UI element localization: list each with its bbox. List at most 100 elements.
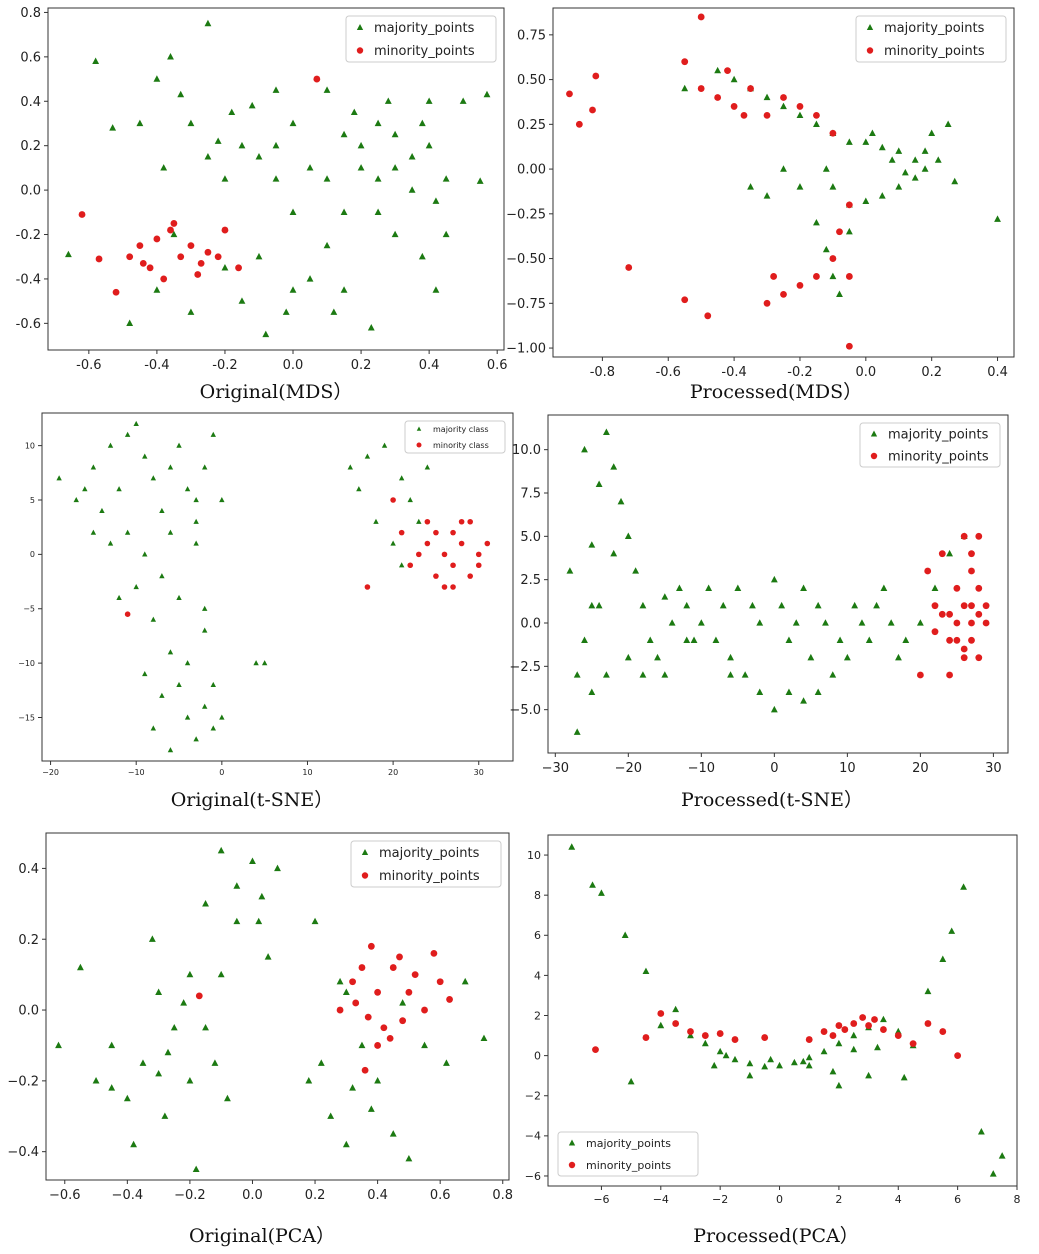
y-tick-label: 0	[534, 1049, 541, 1062]
majority-point	[381, 442, 388, 448]
majority-point	[153, 75, 161, 82]
majority-point	[133, 420, 139, 426]
minority-point	[436, 978, 444, 986]
minority-point	[954, 1052, 962, 1060]
majority-point	[672, 1005, 680, 1013]
majority-point	[282, 308, 290, 315]
y-tick-label: −1.00	[506, 342, 546, 357]
majority-point	[642, 967, 650, 975]
majority-point	[778, 601, 786, 609]
majority-point	[836, 290, 843, 298]
minority-point	[657, 1010, 665, 1017]
majority-point	[389, 1130, 397, 1137]
minority-point	[187, 242, 195, 250]
majority-point	[792, 619, 800, 626]
majority-point	[654, 653, 661, 661]
x-tick-label: -0.8	[590, 365, 615, 380]
minority-point	[770, 273, 778, 280]
majority-point	[398, 562, 405, 568]
majority-point	[814, 688, 822, 695]
majority-point	[785, 688, 793, 695]
marks: -0.6 -0.4 -0.2 0.0 0.2 0.4 0.6 -0.6 -0.4 -0.2 0.0 0…	[16, 6, 508, 373]
minority-point	[153, 235, 161, 243]
majority-point	[167, 529, 174, 535]
y-tick-label: 0	[30, 550, 35, 559]
x-tick-label: −6	[593, 1193, 609, 1206]
minority-point	[194, 271, 202, 278]
minority-point	[724, 67, 731, 75]
majority-point	[902, 636, 910, 643]
majority-point	[64, 250, 72, 258]
minority-point	[763, 111, 771, 119]
minority-point	[960, 645, 968, 653]
marks: −30 −20 −10 0 10 20 30 −5.0 −2.5 0.0 2.5 5.0 7.5 10.0	[509, 428, 1002, 776]
majority-point	[829, 272, 837, 280]
majority-point	[595, 601, 603, 609]
minority-point	[367, 942, 375, 950]
majority-point	[756, 688, 764, 695]
majority-point	[432, 286, 440, 293]
majority-point	[767, 1055, 775, 1063]
minority-point	[399, 1017, 407, 1025]
majority-point	[107, 442, 114, 448]
minority-point	[975, 610, 983, 618]
majority-point	[829, 1067, 837, 1075]
majority-point	[202, 1023, 209, 1031]
majority-point	[868, 129, 876, 136]
majority-point	[373, 518, 379, 524]
majority-point	[911, 156, 919, 163]
panel-processed-tsne: −30 −20 −10 0 10 20 30 −5.0 −2.5 0.0 2.5 5.0 7.5 10.0…	[509, 414, 1009, 811]
majority-point	[187, 308, 195, 315]
x-tick-label: -0.6	[656, 365, 681, 380]
majority-point	[108, 1041, 116, 1049]
legend-majority-marker	[356, 24, 364, 30]
majority-point	[248, 101, 256, 109]
minority-point	[458, 540, 465, 547]
x-tick-label: −20	[615, 761, 642, 776]
x-tick-label: 20	[388, 768, 398, 777]
panel-caption: Original(PCA）	[189, 1225, 335, 1247]
minority-point	[916, 671, 924, 679]
minority-point	[450, 562, 456, 569]
y-tick-label: −0.2	[7, 1074, 39, 1089]
majority-point	[159, 573, 165, 579]
minority-point	[446, 996, 453, 1003]
legend-minority-marker	[361, 872, 369, 879]
majority-point	[668, 619, 676, 626]
majority-point	[289, 286, 297, 293]
x-tick-label: -0.4	[721, 365, 746, 380]
majority-point	[202, 627, 208, 633]
plot-frame	[547, 414, 1009, 754]
minority-point	[204, 248, 212, 256]
majority-point	[193, 540, 199, 546]
majority-point	[336, 977, 344, 985]
majority-point	[349, 1084, 357, 1091]
majority-point	[746, 1059, 754, 1067]
panel-original-tsne: −20 −10 0 10 20 30 −15 −10 −5 0 5 10 majority class…	[18, 412, 514, 811]
majority-point	[186, 1077, 194, 1084]
minority-point	[845, 342, 853, 350]
minority-point	[235, 264, 242, 272]
x-tick-label: −2	[712, 1193, 728, 1206]
majority-point	[683, 636, 691, 643]
majority-point	[221, 175, 229, 182]
minority-point	[946, 610, 953, 618]
majority-point	[374, 208, 382, 215]
majority-point	[566, 567, 574, 574]
x-tick-label: 2	[835, 1193, 842, 1206]
minority-point	[592, 1046, 599, 1054]
majority-point	[327, 1112, 335, 1119]
majority-point	[202, 703, 208, 709]
majority-point	[107, 540, 114, 546]
y-tick-label: 0.0	[520, 617, 541, 632]
minority-point	[931, 628, 939, 636]
majority-point	[407, 497, 413, 503]
legend-minority-marker	[416, 442, 422, 448]
majority-point	[770, 575, 778, 583]
y-tick-label: −5.0	[509, 703, 541, 718]
majority-point	[367, 323, 375, 331]
majority-point	[255, 917, 263, 925]
majority-point	[130, 1140, 138, 1148]
minority-point	[975, 532, 983, 540]
minority-point	[475, 551, 482, 558]
